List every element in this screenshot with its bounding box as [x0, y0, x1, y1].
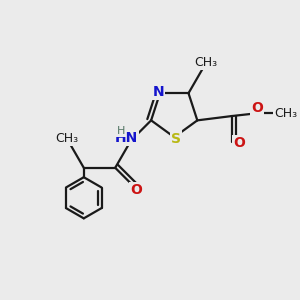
Text: H: H — [117, 126, 125, 136]
Text: CH₃: CH₃ — [274, 107, 298, 120]
Text: O: O — [251, 101, 263, 115]
Text: S: S — [171, 132, 181, 145]
Text: CH₃: CH₃ — [194, 56, 217, 69]
Text: O: O — [233, 136, 245, 150]
Text: N: N — [153, 85, 164, 99]
Text: HN: HN — [115, 131, 138, 145]
Text: CH₃: CH₃ — [55, 132, 78, 145]
Text: O: O — [130, 183, 142, 197]
